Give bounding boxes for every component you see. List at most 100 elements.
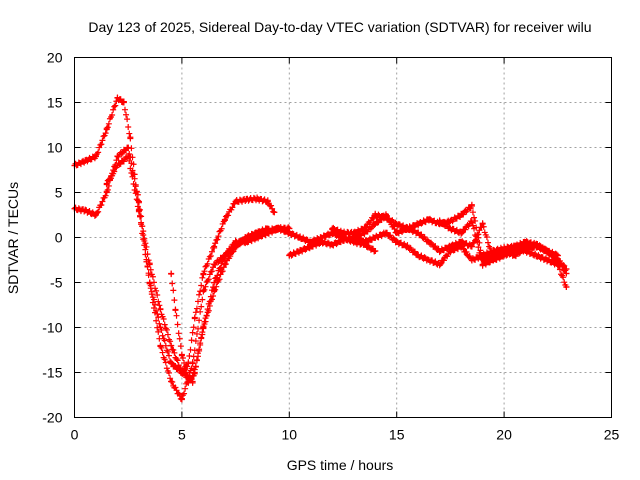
- y-tick-label: -5: [50, 275, 63, 291]
- data-point: [436, 261, 443, 268]
- data-point: [490, 257, 497, 263]
- data-point: [425, 216, 432, 223]
- data-point: [350, 234, 357, 241]
- data-point: [264, 225, 271, 232]
- data-points: [71, 94, 570, 403]
- data-point: [372, 234, 379, 241]
- data-point: [286, 252, 293, 259]
- y-tick-label: 10: [47, 140, 63, 156]
- data-point: [554, 257, 561, 263]
- data-point: [286, 225, 293, 232]
- data-point: [178, 351, 185, 358]
- x-tick-label: 10: [282, 427, 298, 443]
- data-point: [307, 243, 314, 250]
- data-point: [533, 252, 540, 259]
- x-tick-label: 0: [71, 427, 79, 443]
- data-point: [92, 153, 99, 160]
- data-point: [372, 212, 379, 218]
- data-point: [157, 342, 164, 349]
- data-point: [447, 218, 454, 225]
- data-point: [404, 225, 411, 232]
- data-point: [425, 239, 432, 245]
- data-point: [458, 230, 465, 236]
- data-point: [221, 261, 228, 268]
- data-point: [232, 198, 239, 205]
- data-point: [191, 315, 198, 322]
- data-point: [82, 158, 89, 164]
- data-point: [297, 234, 304, 241]
- data-point: [479, 261, 486, 268]
- data-point: [479, 221, 486, 227]
- data-point: [172, 306, 179, 313]
- data-point: [468, 218, 475, 225]
- data-point: [361, 239, 368, 245]
- data-point: [178, 396, 185, 403]
- y-tick-label: 15: [47, 95, 63, 111]
- data-point: [458, 239, 465, 245]
- data-point: [544, 257, 551, 263]
- data-point: [243, 196, 250, 203]
- data-point: [114, 153, 121, 160]
- data-point: [275, 225, 282, 232]
- data-point: [254, 195, 261, 202]
- data-point: [382, 230, 389, 236]
- data-point: [127, 135, 134, 142]
- data-point: [200, 324, 207, 331]
- data-point: [82, 207, 89, 214]
- data-point: [211, 243, 218, 250]
- data-point: [125, 153, 132, 160]
- data-point: [425, 257, 432, 263]
- y-tick-label: -20: [42, 410, 62, 426]
- data-point: [501, 252, 508, 259]
- data-point: [329, 241, 336, 248]
- data-point: [522, 243, 529, 250]
- data-point: [168, 270, 175, 277]
- data-point: [221, 216, 228, 223]
- data-point: [393, 221, 400, 227]
- data-point: [436, 248, 443, 254]
- data-point: [415, 230, 422, 236]
- axis-ticks: 0 5 10 15 20 25 -20 -15 -10 -5 0 5 10 15 20: [42, 50, 619, 443]
- data-point: [393, 230, 400, 236]
- data-point: [200, 288, 207, 295]
- x-tick-label: 5: [178, 427, 186, 443]
- plot-frame: [74, 57, 612, 418]
- data-point: [340, 230, 346, 236]
- data-point: [120, 99, 127, 106]
- data-point: [458, 212, 465, 218]
- data-point: [232, 243, 239, 250]
- data-point: [114, 95, 121, 101]
- data-point: [468, 203, 475, 209]
- data-point: [200, 270, 207, 277]
- data-point: [103, 180, 110, 187]
- data-point: [221, 252, 228, 259]
- series-markers: [168, 225, 271, 386]
- x-tick-label: 15: [389, 427, 405, 443]
- chart-title: Day 123 of 2025, Sidereal Day-to-day VTE…: [88, 19, 591, 35]
- data-point: [563, 284, 570, 290]
- data-point: [243, 234, 250, 241]
- data-point: [468, 243, 475, 250]
- data-point: [329, 225, 336, 232]
- series-markers: [71, 144, 379, 402]
- data-point: [189, 360, 196, 367]
- x-axis-label: GPS time / hours: [287, 457, 394, 473]
- data-point: [103, 189, 110, 196]
- data-point: [318, 239, 325, 245]
- data-point: [271, 209, 278, 216]
- y-axis-label: SDTVAR / TECUs: [5, 182, 21, 294]
- y-tick-label: 0: [55, 230, 63, 246]
- data-point: [372, 248, 379, 254]
- data-point: [511, 248, 518, 254]
- series-arc-2: [71, 144, 379, 403]
- data-point: [191, 369, 198, 376]
- data-point: [114, 162, 121, 169]
- data-point: [125, 144, 132, 151]
- data-point: [436, 218, 443, 225]
- data-point: [361, 230, 368, 236]
- series-arc-8: [436, 217, 570, 273]
- data-point: [157, 306, 164, 313]
- data-point: [382, 212, 389, 218]
- data-point: [447, 243, 454, 250]
